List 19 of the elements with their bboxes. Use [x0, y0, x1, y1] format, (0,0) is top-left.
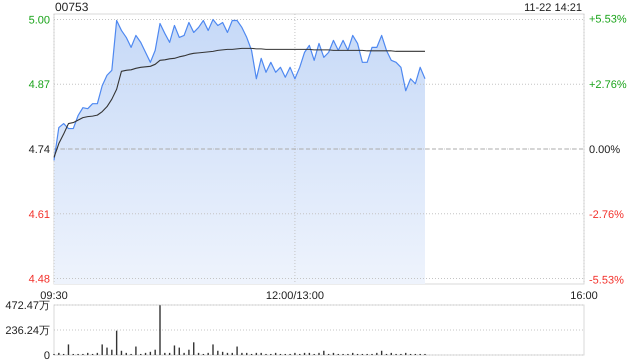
line-series: [53, 48, 426, 158]
y-tick-label: 5.00: [28, 14, 50, 26]
y-tick-label: 4.48: [28, 274, 50, 286]
y-tick-label: 4.87: [28, 79, 50, 92]
chart-title: 00753: [55, 0, 89, 14]
y-tick-label: 4.61: [28, 208, 50, 221]
y-tick-label: 472.47万: [5, 300, 50, 312]
x-tick-label: 12:00/13:00: [266, 290, 324, 302]
y2-tick-label: 0.00%: [589, 144, 620, 156]
x-tick-label: 09:30: [40, 290, 68, 302]
y2-tick-label: +5.53%: [589, 13, 627, 26]
y2-tick-label: -5.53%: [589, 274, 624, 287]
y2-tick-label: -2.76%: [589, 209, 624, 222]
y-tick-label: 4.74: [28, 144, 50, 156]
y-tick-label: 236.24万: [5, 325, 50, 337]
chart-subtitle: 11-22 14:21: [524, 2, 582, 14]
y-tick-label: 0: [44, 350, 50, 360]
x-tick-label: 16:00: [570, 290, 598, 302]
y2-tick-label: +2.76%: [589, 78, 627, 91]
